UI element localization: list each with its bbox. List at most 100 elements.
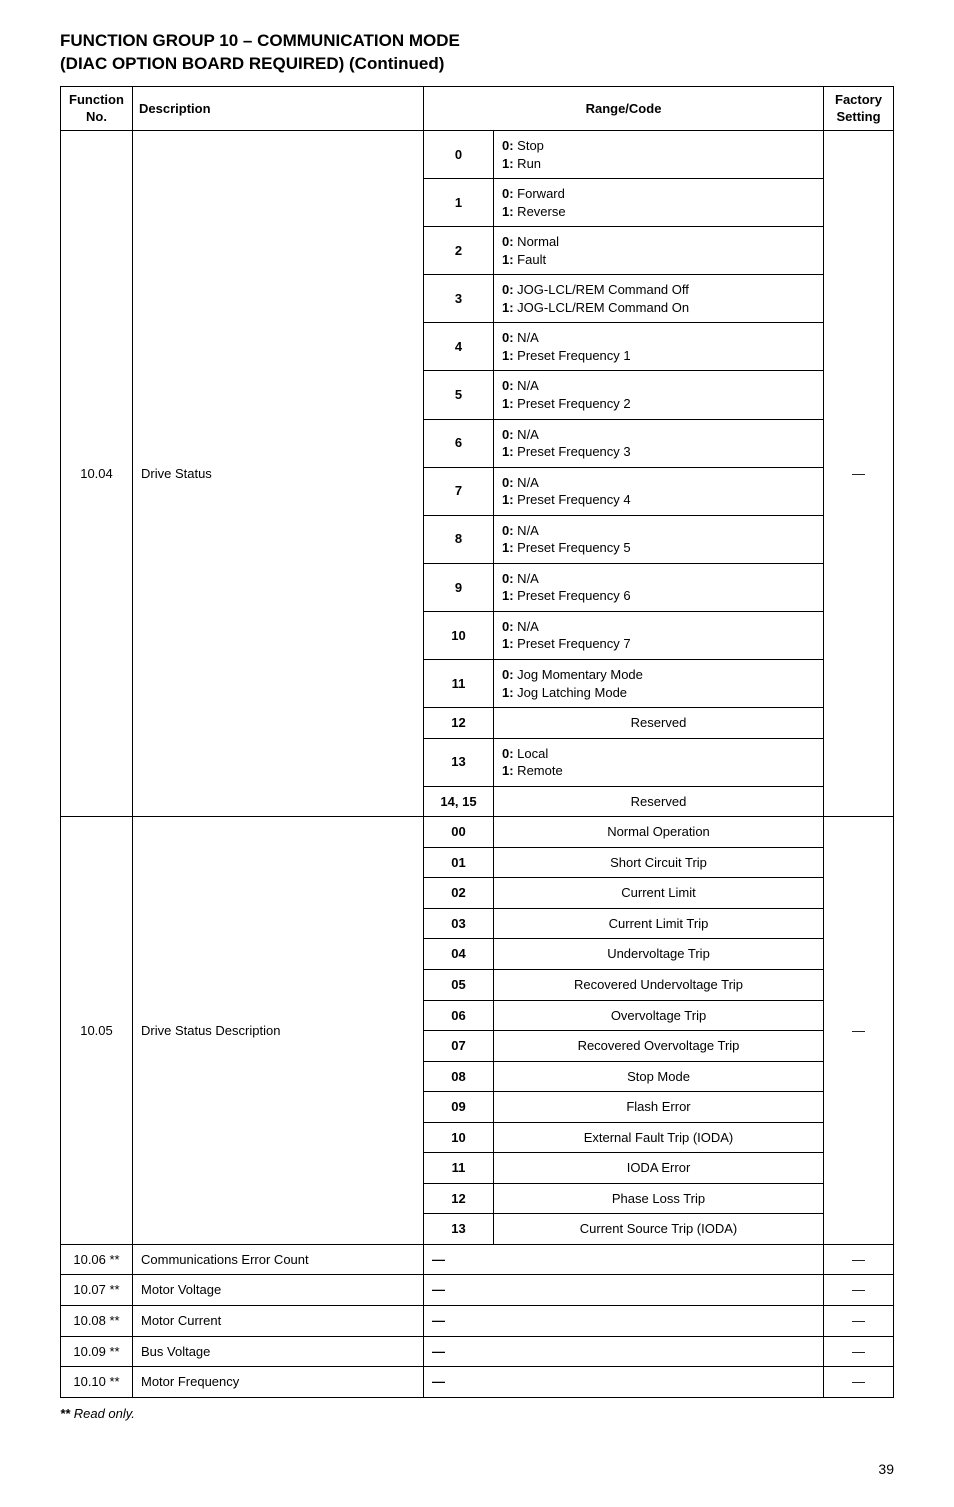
range-value-cell: 0: N/A1: Preset Frequency 7 [494,611,824,659]
range-code-cell: 03 [424,908,494,939]
range-code-cell: 6 [424,419,494,467]
table-header-row: Function No. Description Range/Code Fact… [61,86,894,130]
function-no-cell: 10.04 [61,130,133,816]
range-value-cell: Normal Operation [494,817,824,848]
header-description: Description [133,86,424,130]
section-heading: FUNCTION GROUP 10 – COMMUNICATION MODE (… [60,30,894,76]
range-value-line: 0: Jog Momentary Mode [502,666,815,684]
table-row: 10.05Drive Status Description00Normal Op… [61,817,894,848]
function-no-cell: 10.05 [61,817,133,1245]
range-value-cell: 0: N/A1: Preset Frequency 2 [494,371,824,419]
description-cell: Communications Error Count [133,1244,424,1275]
factory-setting-cell: — [824,1306,894,1337]
range-value-cell: Reserved [494,786,824,817]
range-code-cell: 07 [424,1031,494,1062]
range-value-cell: IODA Error [494,1153,824,1184]
heading-line-1: FUNCTION GROUP 10 – COMMUNICATION MODE [60,31,460,50]
range-value-line: 0: N/A [502,329,815,347]
range-value-line: 1: JOG-LCL/REM Command On [502,299,815,317]
range-code-cell: 2 [424,227,494,275]
factory-setting-cell: — [824,130,894,816]
table-row: 10.08 **Motor Current—— [61,1306,894,1337]
range-value-cell: 0: Local1: Remote [494,738,824,786]
table-row: 10.04Drive Status00: Stop1: Run— [61,130,894,178]
range-code-cell: 10 [424,611,494,659]
range-value-line: 0: N/A [502,377,815,395]
range-value-cell: Stop Mode [494,1061,824,1092]
function-table: Function No. Description Range/Code Fact… [60,86,894,1398]
table-row: 10.10 **Motor Frequency—— [61,1367,894,1398]
range-value-line: 1: Fault [502,251,815,269]
page-number: 39 [60,1461,894,1477]
header-factory-bot: Setting [836,109,880,124]
header-function-top: Function [69,92,124,107]
range-code-cell: 14, 15 [424,786,494,817]
range-code-cell: 06 [424,1000,494,1031]
footnote: ** Read only. [60,1406,894,1421]
range-code-cell: 1 [424,179,494,227]
range-code-cell: 9 [424,563,494,611]
range-value-cell: 0: Jog Momentary Mode1: Jog Latching Mod… [494,660,824,708]
range-code-cell: 0 [424,130,494,178]
range-value-cell: 0: N/A1: Preset Frequency 4 [494,467,824,515]
range-value-line: 1: Preset Frequency 2 [502,395,815,413]
range-value-line: 1: Remote [502,762,815,780]
factory-setting-cell: — [824,1367,894,1398]
range-code-cell: 10 [424,1122,494,1153]
heading-line-2: (DIAC OPTION BOARD REQUIRED) (Continued) [60,54,444,73]
range-value-line: 0: N/A [502,618,815,636]
range-code-cell: — [424,1244,824,1275]
table-row: 10.07 **Motor Voltage—— [61,1275,894,1306]
range-code-cell: 13 [424,738,494,786]
range-code-cell: 09 [424,1092,494,1123]
range-code-cell: 02 [424,878,494,909]
range-value-line: 1: Preset Frequency 7 [502,635,815,653]
description-cell: Bus Voltage [133,1336,424,1367]
range-code-cell: 8 [424,515,494,563]
range-value-cell: Current Source Trip (IODA) [494,1214,824,1245]
description-cell: Motor Current [133,1306,424,1337]
range-value-line: 0: JOG-LCL/REM Command Off [502,281,815,299]
range-code-cell: — [424,1275,824,1306]
footnote-text: Read only. [70,1406,135,1421]
range-code-cell: 5 [424,371,494,419]
header-range-code: Range/Code [424,86,824,130]
range-value-line: 1: Preset Frequency 5 [502,539,815,557]
range-code-cell: 08 [424,1061,494,1092]
function-no-cell: 10.06 ** [61,1244,133,1275]
header-factory-top: Factory [835,92,882,107]
range-value-cell: Current Limit [494,878,824,909]
range-code-cell: 12 [424,1183,494,1214]
range-value-line: 1: Preset Frequency 3 [502,443,815,461]
description-cell: Motor Voltage [133,1275,424,1306]
range-value-line: 1: Preset Frequency 1 [502,347,815,365]
range-value-cell: Flash Error [494,1092,824,1123]
range-value-line: 1: Preset Frequency 4 [502,491,815,509]
range-value-cell: 0: N/A1: Preset Frequency 6 [494,563,824,611]
function-no-cell: 10.10 ** [61,1367,133,1398]
header-factory-setting: Factory Setting [824,86,894,130]
range-code-cell: 00 [424,817,494,848]
function-no-cell: 10.08 ** [61,1306,133,1337]
range-value-line: 1: Jog Latching Mode [502,684,815,702]
factory-setting-cell: — [824,1336,894,1367]
table-row: 10.09 **Bus Voltage—— [61,1336,894,1367]
range-value-cell: 0: Forward1: Reverse [494,179,824,227]
description-cell: Drive Status Description [133,817,424,1245]
range-value-cell: Recovered Undervoltage Trip [494,970,824,1001]
range-code-cell: — [424,1306,824,1337]
range-value-cell: 0: N/A1: Preset Frequency 3 [494,419,824,467]
range-value-line: 0: Local [502,745,815,763]
range-code-cell: — [424,1336,824,1367]
range-value-line: 0: Stop [502,137,815,155]
range-value-cell: Undervoltage Trip [494,939,824,970]
range-value-cell: External Fault Trip (IODA) [494,1122,824,1153]
function-no-cell: 10.07 ** [61,1275,133,1306]
range-value-line: 1: Preset Frequency 6 [502,587,815,605]
factory-setting-cell: — [824,817,894,1245]
range-value-cell: Current Limit Trip [494,908,824,939]
factory-setting-cell: — [824,1275,894,1306]
range-code-cell: 7 [424,467,494,515]
range-value-line: 1: Reverse [502,203,815,221]
table-body: 10.04Drive Status00: Stop1: Run—10: Forw… [61,130,894,1397]
